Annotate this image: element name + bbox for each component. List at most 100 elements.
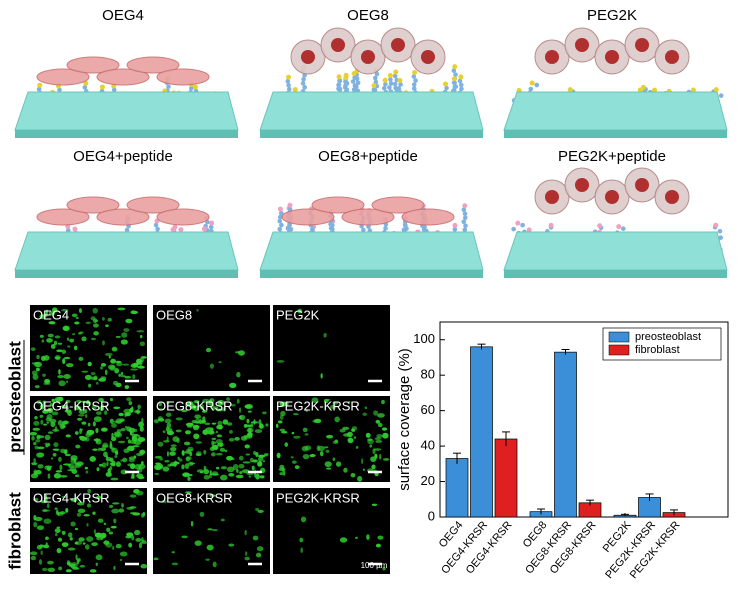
cell-fluorescence (108, 531, 114, 535)
cell-fluorescence (60, 404, 69, 408)
cell-fluorescence (262, 411, 267, 415)
cell-fluorescence (377, 535, 384, 540)
end-group (178, 227, 184, 233)
cell-fluorescence (164, 460, 170, 463)
cell-fluorescence (44, 434, 51, 441)
cell-fluorescence (78, 308, 82, 314)
cell-fluorescence (99, 406, 105, 412)
cell-fluorescence (323, 332, 327, 338)
cell-fluorescence (300, 547, 303, 554)
cell-fluorescence (376, 433, 383, 439)
cell-fluorescence (95, 427, 99, 434)
cell-fluorescence (92, 421, 96, 427)
cell-fluorescence (238, 455, 244, 461)
polymer-bead (459, 86, 464, 92)
cell-fluorescence (122, 457, 128, 463)
end-group (597, 223, 603, 229)
cell-fluorescence (61, 309, 69, 312)
end-group (567, 87, 573, 93)
cell-fluorescence (245, 551, 248, 556)
schematic-label: OEG4+peptide (73, 148, 173, 165)
cell-fluorescence (57, 374, 65, 379)
panel-label: OEG8-KRSR (156, 398, 233, 413)
cell-fluorescence (316, 445, 321, 452)
cell-fluorescence (115, 418, 123, 425)
panel-label: PEG2K-KRSR (276, 490, 360, 505)
cell-fluorescence (325, 449, 330, 453)
cell-fluorescence (182, 472, 190, 477)
cell-spread (96, 208, 150, 226)
cell-fluorescence (357, 475, 363, 482)
cell-fluorescence (135, 537, 142, 543)
cell-fluorescence (122, 363, 130, 366)
cell-fluorescence (132, 374, 136, 380)
cell-fluorescence (81, 336, 87, 342)
cell-fluorescence (59, 511, 66, 515)
cell-fluorescence (138, 542, 143, 549)
cell-spread (371, 196, 425, 214)
cell-fluorescence (49, 402, 54, 407)
cell-fluorescence (283, 470, 286, 476)
cell-fluorescence (73, 458, 77, 465)
polymer-bead (462, 227, 468, 233)
cell-fluorescence (106, 527, 111, 532)
cell-fluorescence (59, 464, 63, 471)
cell-fluorescence (88, 383, 92, 388)
cell-fluorescence (54, 507, 58, 510)
cell-fluorescence (215, 408, 224, 412)
cell-fluorescence (104, 369, 108, 376)
cell-fluorescence (123, 328, 130, 332)
nucleus (635, 178, 649, 192)
cell-fluorescence (377, 422, 383, 428)
cell-fluorescence (232, 463, 239, 470)
cell-fluorescence (67, 547, 76, 551)
cell-fluorescence (54, 356, 61, 359)
cell-spread (66, 56, 120, 74)
cell-fluorescence (99, 447, 107, 451)
cell-fluorescence (113, 406, 121, 410)
cell-fluorescence (114, 450, 119, 456)
cell-fluorescence (85, 321, 91, 325)
cell-fluorescence (335, 461, 342, 467)
cell-fluorescence (112, 545, 115, 550)
cell-fluorescence (238, 463, 245, 469)
cell-fluorescence (291, 431, 295, 435)
cell-fluorescence (100, 366, 103, 370)
cell-fluorescence (224, 449, 228, 453)
cell-fluorescence (193, 433, 200, 440)
cell-fluorescence (128, 427, 136, 433)
polymer-bead (277, 226, 283, 232)
cell-fluorescence (223, 406, 226, 412)
cell-fluorescence (173, 464, 177, 467)
cell-fluorescence (215, 439, 223, 445)
polymer-bead (82, 85, 88, 90)
cell-fluorescence (46, 421, 49, 424)
cell-fluorescence (259, 475, 265, 479)
cell-fluorescence (104, 405, 108, 408)
polymer-bead (343, 79, 348, 85)
cell-fluorescence (34, 516, 43, 522)
cell-fluorescence (67, 345, 71, 348)
end-group (443, 81, 449, 87)
polymer-bead (288, 226, 294, 232)
cell-fluorescence (55, 470, 63, 473)
cell-fluorescence (220, 518, 225, 522)
schematic-label: OEG8 (347, 7, 389, 24)
cell-fluorescence (126, 397, 132, 402)
cell-fluorescence (98, 377, 106, 382)
cell-fluorescence (217, 427, 221, 430)
cell-fluorescence (87, 488, 92, 494)
end-group (462, 203, 468, 209)
cell-fluorescence (30, 347, 36, 351)
bar (494, 438, 518, 518)
cell-fluorescence (187, 446, 194, 452)
polymer-bead (286, 86, 292, 92)
end-group (371, 83, 377, 89)
end-group (713, 87, 719, 93)
polymer-bead (717, 228, 723, 234)
polymer-bead (166, 84, 171, 89)
cell-fluorescence (33, 420, 40, 426)
cell-fluorescence (242, 461, 251, 464)
polymer-bead (718, 93, 724, 98)
cell-fluorescence (87, 361, 92, 367)
